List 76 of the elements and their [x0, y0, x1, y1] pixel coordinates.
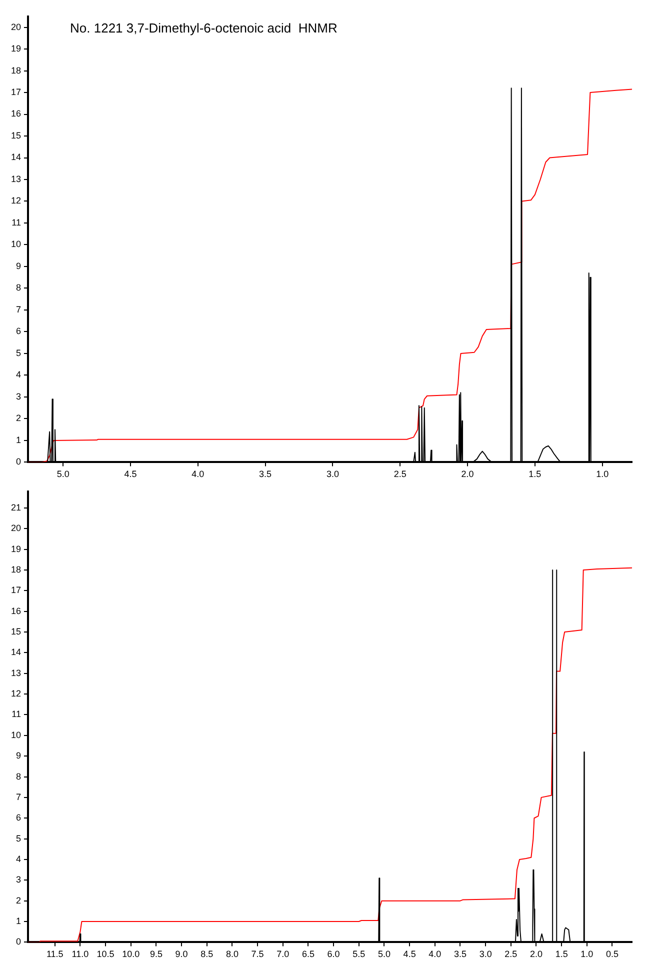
x-tick-label: 8.5 — [200, 949, 214, 960]
x-tick-label: 5.0 — [56, 469, 70, 480]
y-tick-label: 12 — [10, 196, 22, 206]
x-tick-label: 3.5 — [454, 949, 466, 960]
y-tick-label: 5 — [16, 833, 22, 844]
y-tick-label: 6 — [16, 326, 22, 336]
y-tick-label: 0 — [16, 936, 22, 947]
x-tick-label: 2.5 — [504, 949, 518, 960]
x-tick-label: 7.0 — [276, 949, 290, 960]
y-tick-label: 2 — [16, 413, 22, 424]
y-tick-label: 17 — [10, 585, 22, 596]
y-tick-label: 14 — [10, 152, 22, 162]
y-tick-label: 4 — [16, 854, 22, 864]
y-tick-label: 3 — [16, 391, 22, 402]
x-tick-label: 6.5 — [302, 949, 314, 960]
x-tick-label: 6.0 — [327, 949, 340, 960]
x-tick-label: 3.0 — [479, 949, 492, 960]
x-tick-label: 11.5 — [46, 949, 64, 960]
x-tick-label: 1.5 — [555, 949, 568, 960]
y-tick-label: 18 — [10, 65, 22, 76]
x-tick-label: 1.0 — [580, 949, 594, 960]
x-tick-label: 9.0 — [175, 949, 188, 960]
y-tick-label: 13 — [10, 174, 22, 184]
x-tick-label: 3.0 — [326, 469, 339, 480]
x-tick-label: 10.0 — [122, 949, 140, 960]
chart-title: No. 1221 3,7-Dimethyl-6-octenoic acid HNMR — [70, 20, 338, 36]
y-tick-label: 5 — [16, 348, 22, 358]
y-tick-label: 1 — [16, 434, 22, 445]
y-tick-label: 1 — [16, 916, 22, 926]
x-tick-label: 11.0 — [72, 949, 89, 960]
y-tick-label: 10 — [10, 239, 22, 250]
y-tick-label: 12 — [10, 688, 22, 699]
y-tick-label: 15 — [10, 130, 22, 140]
x-tick-label: 2.5 — [394, 469, 406, 480]
y-tick-label: 2 — [16, 895, 22, 906]
x-tick-label: 2.0 — [461, 469, 474, 480]
y-tick-label: 0 — [16, 456, 22, 467]
y-tick-label: 19 — [10, 544, 22, 554]
y-tick-label: 19 — [10, 44, 22, 54]
y-tick-label: 11 — [12, 709, 22, 720]
y-tick-label: 8 — [16, 771, 22, 782]
y-tick-label: 9 — [16, 750, 22, 761]
x-tick-label: 10.5 — [96, 949, 114, 960]
y-tick-label: 4 — [16, 370, 22, 380]
x-tick-label: 3.5 — [259, 469, 272, 480]
y-tick-label: 21 — [10, 502, 22, 512]
x-tick-label: 8.0 — [226, 949, 238, 960]
x-tick-label: 0.5 — [606, 949, 618, 960]
x-tick-label: 4.0 — [428, 949, 442, 960]
y-tick-label: 15 — [10, 626, 22, 636]
y-tick-label: 7 — [16, 304, 22, 314]
y-tick-label: 7 — [16, 792, 22, 802]
y-tick-label: 6 — [16, 812, 22, 823]
y-tick-label: 14 — [10, 647, 22, 658]
y-tick-label: 16 — [10, 108, 22, 119]
x-tick-label: 4.5 — [403, 949, 416, 960]
y-tick-label: 18 — [10, 564, 22, 574]
y-tick-label: 9 — [16, 260, 22, 271]
x-tick-label: 4.5 — [124, 469, 137, 480]
y-tick-label: 17 — [10, 86, 22, 97]
x-tick-label: 2.0 — [530, 949, 542, 960]
x-tick-label: 5.5 — [352, 949, 366, 960]
x-tick-label: 5.0 — [378, 949, 390, 960]
y-tick-label: 10 — [10, 730, 22, 740]
y-tick-label: 11 — [12, 217, 22, 228]
y-tick-label: 8 — [16, 282, 22, 293]
y-tick-label: 16 — [10, 606, 22, 616]
x-tick-label: 9.5 — [150, 949, 162, 960]
y-tick-label: 20 — [10, 523, 22, 534]
y-tick-label: 13 — [10, 668, 22, 678]
y-tick-label: 3 — [16, 874, 22, 885]
x-tick-label: 7.5 — [251, 949, 264, 960]
x-tick-label: 1.5 — [528, 469, 542, 480]
y-tick-label: 20 — [10, 22, 22, 32]
x-tick-label: 4.0 — [192, 469, 204, 480]
x-tick-label: 1.0 — [596, 469, 609, 480]
